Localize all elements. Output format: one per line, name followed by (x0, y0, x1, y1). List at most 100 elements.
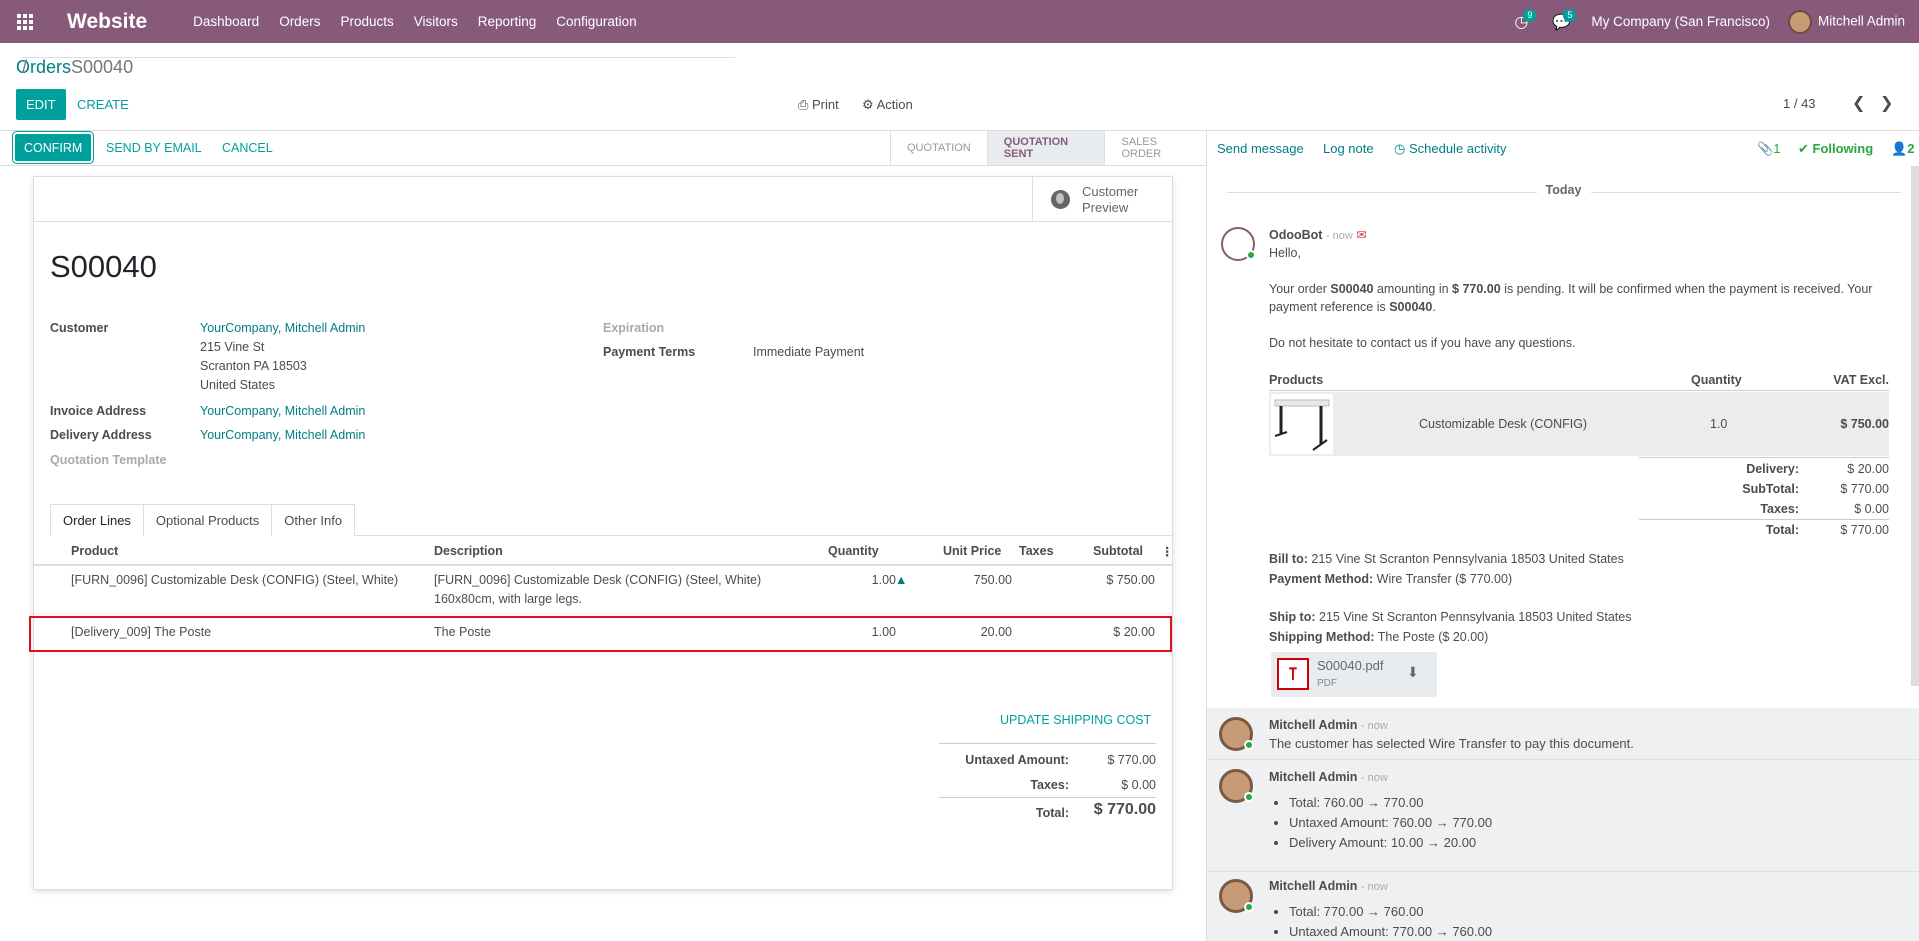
optional-columns-icon[interactable]: ⋮ (1161, 545, 1174, 559)
tab-order-lines[interactable]: Order Lines (50, 504, 144, 536)
attachment-name: S00040.pdf (1317, 658, 1384, 673)
check-icon: ✔ (1798, 141, 1813, 156)
pager-value[interactable]: 1 / 43 (1783, 96, 1816, 111)
message-header: OdooBot - now ✉ (1269, 226, 1367, 245)
tracking-values: Total: 760.00 → 770.00 Untaxed Amount: 7… (1289, 793, 1492, 853)
line-quantity: 1.00 (871, 625, 896, 639)
tracking-value: Total: 760.00 → 770.00 (1289, 793, 1492, 813)
expiration-label: Expiration (603, 321, 665, 335)
tabs-divider (50, 535, 1172, 536)
payment-terms-value[interactable]: Immediate Payment (753, 345, 865, 359)
breadcrumb-separator: / (22, 57, 735, 77)
payment-terms-label: Payment Terms (603, 345, 696, 359)
menu-visitors[interactable]: Visitors (413, 14, 458, 29)
confirm-button[interactable]: CONFIRM (15, 134, 92, 161)
line-quantity: 1.00 (871, 573, 896, 587)
followers-button[interactable]: 👤2 (1891, 141, 1914, 157)
today-divider-right (1591, 192, 1901, 193)
sheet-button-box: Customer Preview (34, 177, 1172, 222)
messages-count-badge: 5 (1563, 9, 1577, 22)
col-product[interactable]: Product (71, 544, 119, 558)
line-description: The Poste (434, 625, 491, 639)
followers-count: 2 (1907, 141, 1915, 156)
attachments-count: 1 (1773, 141, 1781, 156)
attachments-button[interactable]: 📎1 (1757, 141, 1780, 157)
message-author[interactable]: Mitchell Admin (1269, 770, 1358, 784)
control-panel: Orders / S00040 EDIT CREATE ⎙ Print ⚙ Acti… (0, 43, 1919, 131)
p1-order: S00040 (1330, 282, 1374, 296)
order-lines-header: Product Description Quantity Unit Price … (34, 536, 1174, 566)
message-paragraph-1: Your order S00040 amounting in $ 770.00 … (1269, 280, 1899, 316)
pager-next-icon[interactable]: ❯ (1880, 95, 1894, 112)
tracking-value: Total: 770.00 → 760.00 (1289, 902, 1492, 922)
activity-icon[interactable]: ◷ 9 (1501, 0, 1541, 43)
chatter-panel: Send message Log note ◷ Schedule activit… (1206, 131, 1919, 941)
edit-button[interactable]: EDIT (16, 89, 66, 120)
following-button[interactable]: ✔ Following (1798, 141, 1873, 157)
pdf-icon: ⊺ (1277, 658, 1309, 690)
line-description-2: 160x80cm, with large legs. (434, 592, 582, 606)
col-description[interactable]: Description (434, 544, 503, 558)
message-author[interactable]: Mitchell Admin (1269, 718, 1358, 732)
stage-quotation-sent[interactable]: QUOTATION SENT (986, 131, 1105, 165)
table-row[interactable]: [FURN_0096] Customizable Desk (CONFIG) (… (34, 568, 1172, 614)
customer-link[interactable]: YourCompany, Mitchell Admin (200, 321, 366, 335)
menu-reporting[interactable]: Reporting (477, 14, 537, 29)
message-date: - now (1360, 772, 1388, 784)
app-name[interactable]: Website (67, 9, 148, 33)
mail-item-qty: 1.0 (1710, 417, 1728, 431)
line-description: [FURN_0096] Customizable Desk (CONFIG) (… (434, 573, 762, 587)
stage-quotation[interactable]: QUOTATION (890, 131, 987, 165)
customer-address-line2: Scranton PA 18503 (200, 359, 307, 373)
send-by-email-button[interactable]: SEND BY EMAIL (106, 141, 202, 155)
send-message-button[interactable]: Send message (1217, 141, 1304, 156)
invoice-address-link[interactable]: YourCompany, Mitchell Admin (200, 404, 366, 418)
line-product: [FURN_0096] Customizable Desk (CONFIG) (… (71, 573, 399, 587)
create-button[interactable]: CREATE (77, 97, 129, 112)
col-quantity[interactable]: Quantity (828, 544, 879, 558)
chatter-scrollbar[interactable] (1911, 166, 1919, 686)
customer-label: Customer (50, 321, 109, 335)
update-shipping-cost-button[interactable]: UPDATE SHIPPING COST (1000, 713, 1152, 727)
apps-menu-icon[interactable] (0, 0, 50, 43)
menu-configuration[interactable]: Configuration (556, 14, 637, 29)
schedule-activity-button[interactable]: ◷ Schedule activity (1394, 141, 1507, 157)
gear-icon: ⚙ (862, 97, 877, 112)
cancel-button[interactable]: CANCEL (222, 141, 273, 155)
print-button[interactable]: ⎙ Print (798, 97, 839, 113)
forecast-chart-icon[interactable]: ▲ (895, 573, 908, 587)
tab-optional-products[interactable]: Optional Products (142, 504, 273, 536)
user-menu[interactable]: Mitchell Admin (1787, 9, 1905, 34)
ship-to: Ship to: 215 Vine St Scranton Pennsylvan… (1269, 608, 1631, 626)
customer-preview-button[interactable]: Customer Preview (1032, 177, 1172, 222)
order-title: S00040 (50, 249, 157, 284)
pager-previous-icon[interactable]: ❮ (1852, 95, 1866, 112)
stage-sales-order[interactable]: SALES ORDER (1104, 131, 1206, 165)
desk-product-image (1271, 394, 1333, 454)
menu-dashboard[interactable]: Dashboard (193, 14, 260, 29)
col-unit-price[interactable]: Unit Price (943, 544, 1002, 558)
tab-other-info[interactable]: Other Info (271, 504, 356, 536)
menu-orders[interactable]: Orders (279, 14, 321, 29)
paperclip-icon: 📎 (1757, 141, 1774, 156)
download-icon[interactable]: ⬇ (1407, 664, 1419, 680)
delivery-address-label: Delivery Address (50, 428, 152, 442)
col-subtotal[interactable]: Subtotal (1093, 544, 1143, 558)
ship-to-value: 215 Vine St Scranton Pennsylvania 18503 … (1315, 610, 1632, 624)
log-note-button[interactable]: Log note (1323, 141, 1374, 156)
delivery-address-link[interactable]: YourCompany, Mitchell Admin (200, 428, 366, 442)
globe-icon (1051, 190, 1070, 209)
col-taxes[interactable]: Taxes (1019, 544, 1054, 558)
untaxed-amount-value: $ 770.00 (1107, 753, 1156, 767)
pdf-attachment[interactable]: ⊺ S00040.pdf PDF ⬇ (1271, 652, 1437, 697)
message-date: - now (1325, 230, 1353, 242)
action-button[interactable]: ⚙ Action (862, 97, 913, 113)
menu-products[interactable]: Products (340, 14, 394, 29)
breadcrumb-orders[interactable]: Orders (16, 57, 72, 77)
messages-icon[interactable]: 💬 5 (1541, 0, 1581, 43)
message-author[interactable]: OdooBot (1269, 228, 1323, 242)
envelope-icon: ✉ (1356, 228, 1367, 242)
mail-item-name: Customizable Desk (CONFIG) (1419, 417, 1588, 431)
message-author[interactable]: Mitchell Admin (1269, 879, 1358, 893)
company-switcher[interactable]: My Company (San Francisco) (1591, 14, 1770, 29)
